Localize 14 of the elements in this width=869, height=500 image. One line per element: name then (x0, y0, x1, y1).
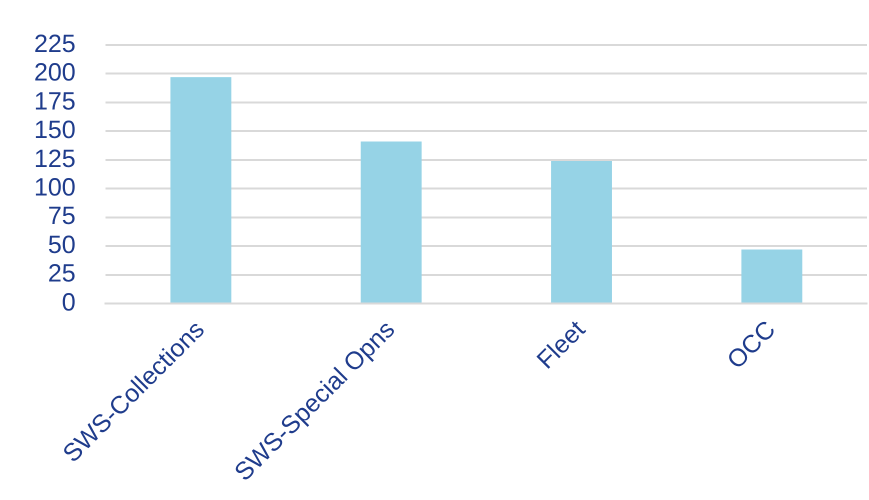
y-tick-label: 50 (48, 230, 76, 259)
y-tick-label: 25 (48, 260, 76, 288)
y-tick-label: 200 (34, 58, 76, 87)
y-tick-label: 225 (34, 30, 76, 58)
bar (741, 249, 802, 302)
y-tick-label: 75 (48, 202, 76, 230)
y-tick-label: 175 (34, 87, 76, 116)
y-tick-label: 150 (34, 116, 76, 144)
y-tick-label: 0 (62, 288, 76, 316)
bar (170, 77, 232, 302)
y-tick-label: 125 (34, 144, 76, 173)
bar (551, 161, 612, 302)
y-tick-label: 100 (34, 173, 76, 202)
bar (360, 142, 422, 302)
